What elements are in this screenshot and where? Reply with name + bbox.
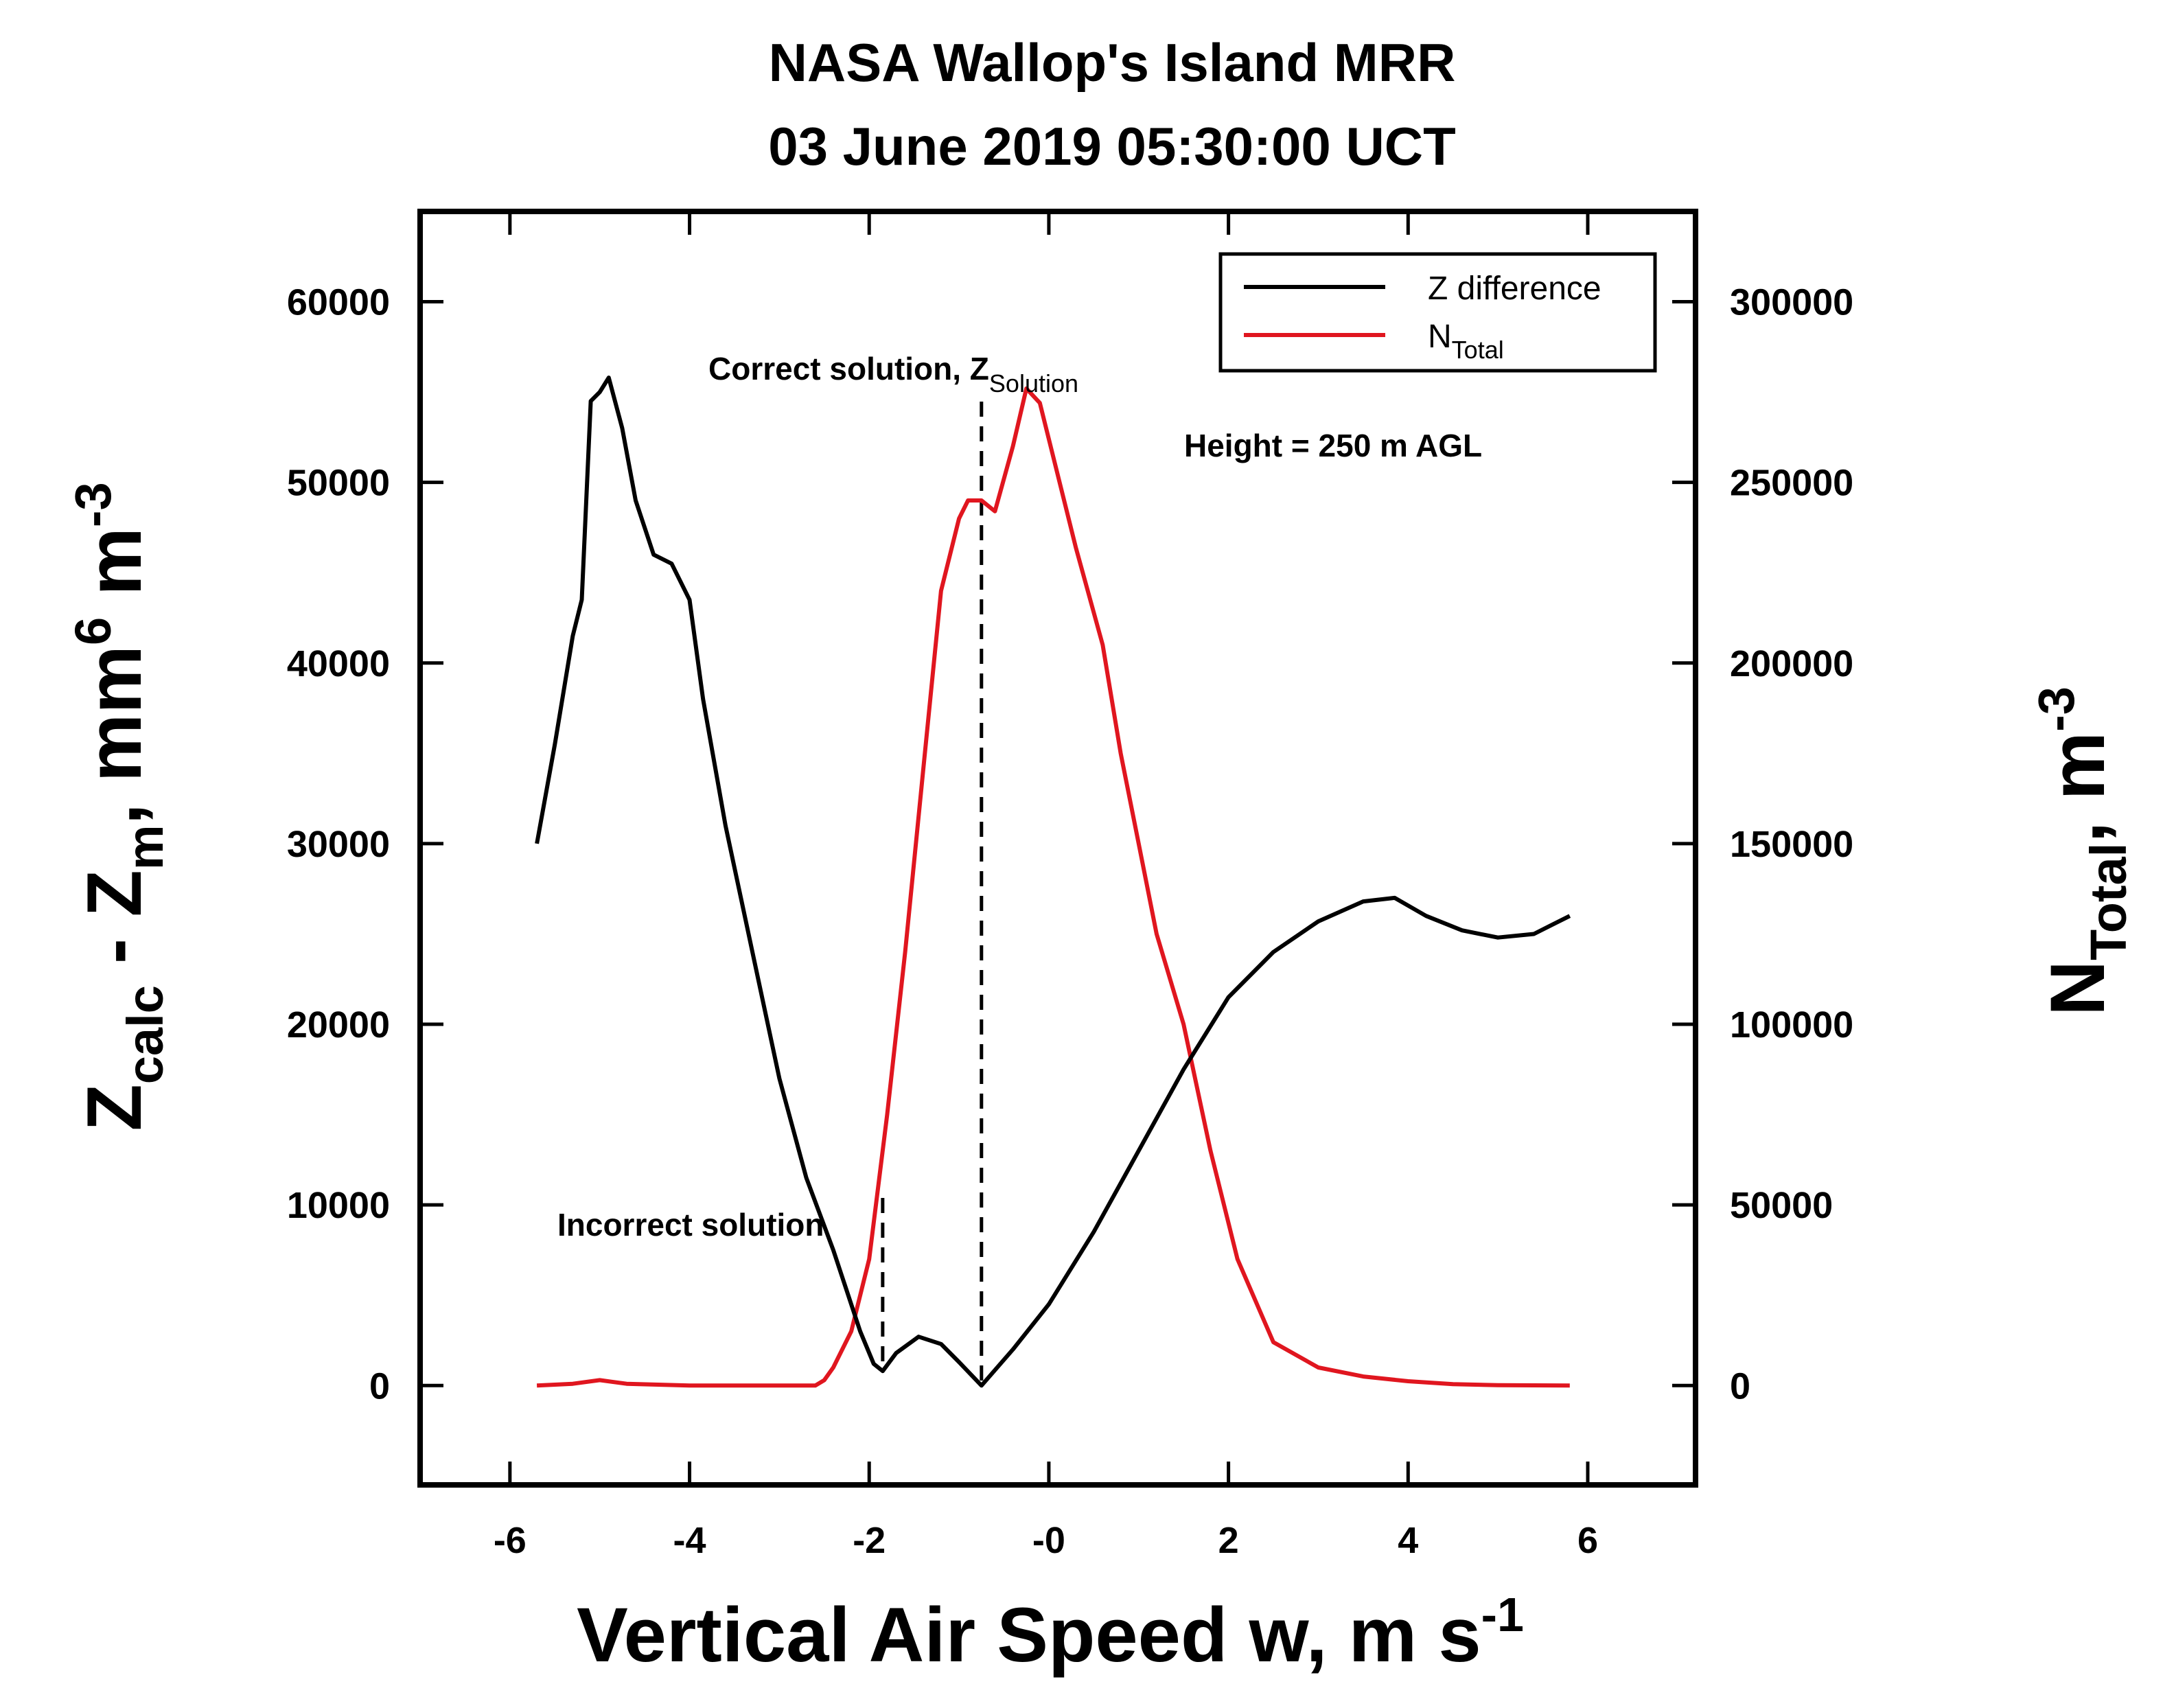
series-z-difference-line — [535, 376, 1571, 1388]
y2-tick-label: 150000 — [1730, 824, 1853, 865]
y2-tick-label: 100000 — [1730, 1004, 1853, 1046]
y2-tick-label: 50000 — [1730, 1185, 1833, 1226]
axis-ticks: -6 -4 -2 -0 2 4 6 0 10000 20000 30000 40000 50000 600… — [287, 211, 1853, 1561]
chart-subtitle: 03 June 2019 05:30:00 UCT — [768, 116, 1456, 176]
y-tick-label: 30000 — [287, 824, 390, 865]
annotation-incorrect-solution: Incorrect solution — [557, 1207, 824, 1243]
legend: Z difference NTotal — [1218, 252, 1657, 373]
y-tick-label: 0 — [369, 1365, 390, 1407]
annotation-height: Height = 250 m AGL — [1184, 428, 1482, 463]
y-tick-label: 10000 — [287, 1185, 390, 1226]
chart-title: NASA Wallop's Island MRR — [769, 32, 1456, 93]
x-tick-label: 2 — [1218, 1520, 1239, 1561]
y-tick-label: 50000 — [287, 463, 390, 504]
y2-tick-label: 0 — [1730, 1365, 1750, 1407]
y2-tick-label: 200000 — [1730, 643, 1853, 684]
x-tick-label: 6 — [1577, 1520, 1598, 1561]
x-tick-label: -0 — [1032, 1520, 1065, 1561]
y-tick-label: 20000 — [287, 1004, 390, 1046]
annotation-correct-solution: Correct solution, ZSolution — [708, 351, 1078, 397]
x-axis-label: Vertical Air Speed w, m s-1 — [577, 1588, 1524, 1678]
x-tick-label: -2 — [853, 1520, 886, 1561]
legend-label-n-total: NTotal — [1428, 319, 1504, 364]
plot-frame — [417, 209, 1698, 1488]
x-tick-label: 4 — [1398, 1520, 1418, 1561]
y2-tick-label: 250000 — [1730, 463, 1853, 504]
y-axis-label: Zcalc - Zm, mm6 m-3 — [65, 482, 174, 1131]
y2-axis-label: NTotal, m-3 — [2028, 686, 2137, 1016]
y2-tick-label: 300000 — [1730, 282, 1853, 323]
y-tick-label: 60000 — [287, 282, 390, 323]
x-tick-label: -4 — [673, 1520, 706, 1561]
series-n-total-line — [536, 386, 1570, 1388]
x-tick-label: -6 — [494, 1520, 527, 1561]
y-tick-label: 40000 — [287, 643, 390, 684]
legend-label-z-difference: Z difference — [1428, 270, 1601, 307]
legend-box — [1218, 252, 1657, 373]
